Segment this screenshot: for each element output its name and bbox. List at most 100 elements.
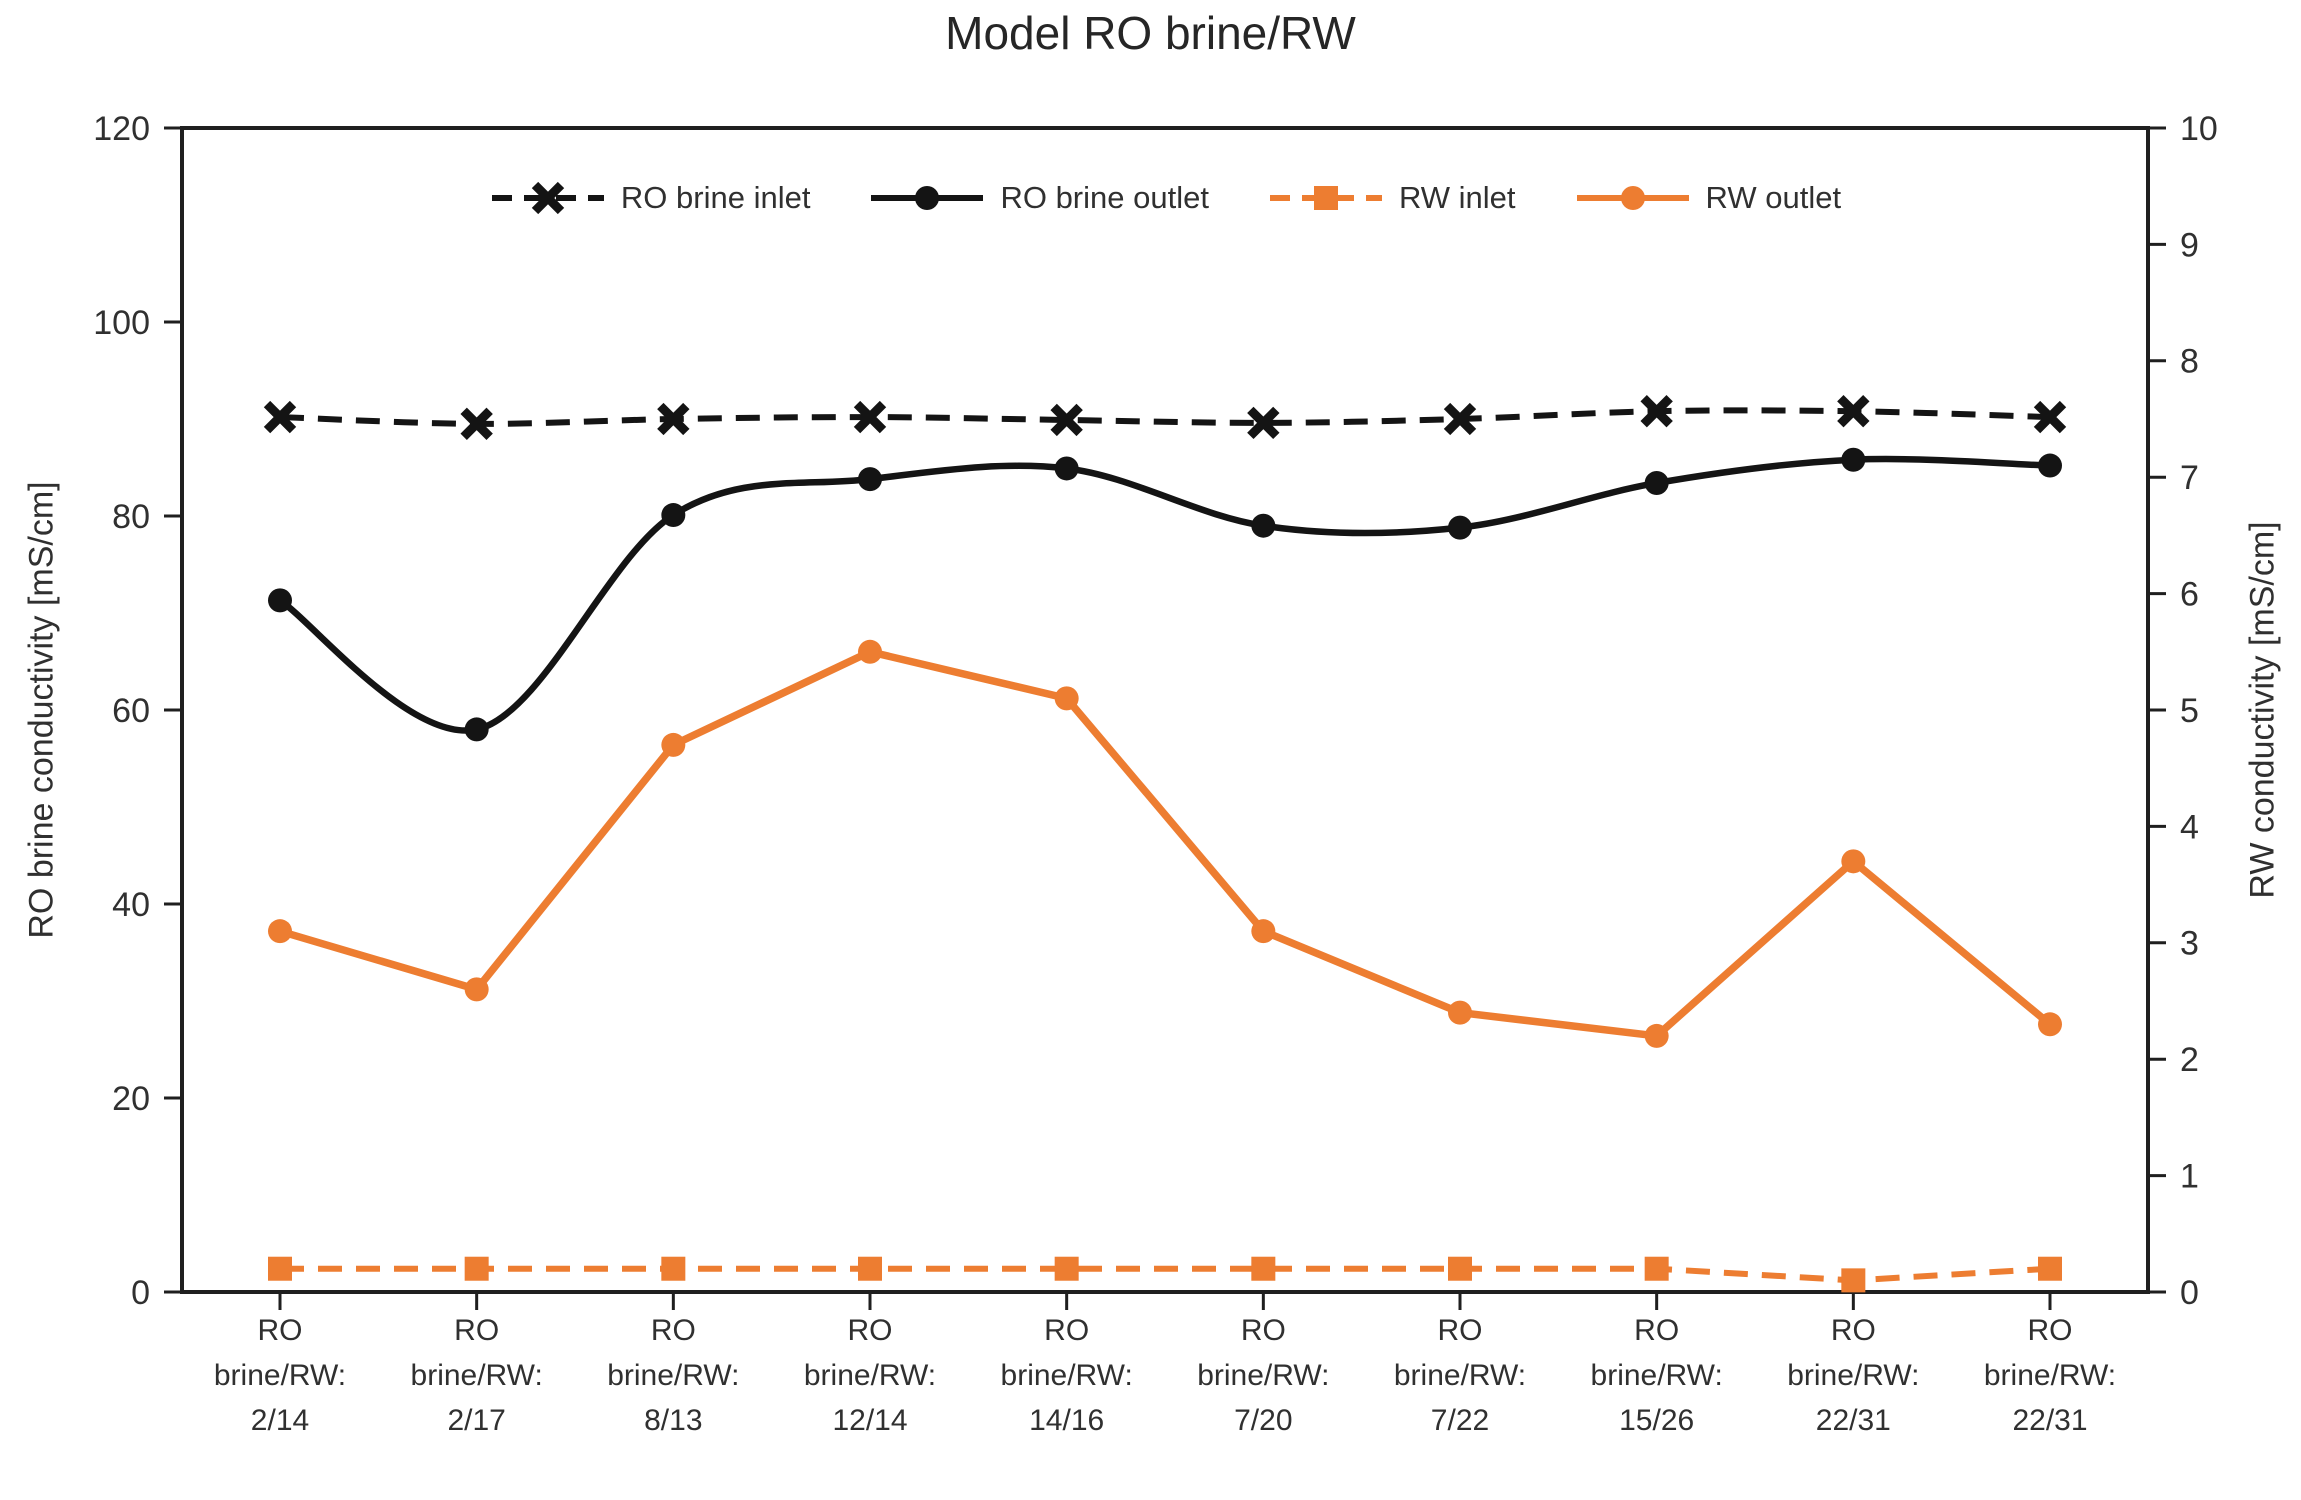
x-axis-label: RO brine/RW: 7/22 bbox=[1340, 1308, 1580, 1443]
legend-item-rw-outlet: RW outlet bbox=[1574, 180, 1842, 216]
x-axis-label-line: brine/RW: bbox=[1787, 1359, 1920, 1392]
x-axis-label-line: 2/14 bbox=[250, 1404, 310, 1437]
legend-sample-solid-line-icon bbox=[1576, 186, 1689, 210]
data-point-square bbox=[1251, 1256, 1276, 1281]
x-axis-label-line: RO bbox=[1437, 1314, 1483, 1347]
x-axis-label-line: brine/RW: bbox=[1590, 1359, 1723, 1392]
y-right-tick-label: 5 bbox=[2180, 692, 2199, 730]
x-axis-label: RO brine/RW: 7/20 bbox=[1143, 1308, 1383, 1443]
x-axis-label-line: brine/RW: bbox=[1000, 1359, 1133, 1392]
x-axis-label: RO brine/RW: 2/14 bbox=[160, 1308, 400, 1443]
data-point-square bbox=[1054, 1256, 1079, 1281]
series-line bbox=[279, 407, 2051, 427]
legend-sample-dashed-line-icon bbox=[491, 181, 604, 215]
legend-label: RO brine outlet bbox=[1000, 180, 1209, 215]
data-point-circle bbox=[1448, 515, 1472, 540]
data-point-square bbox=[1841, 1268, 1866, 1293]
x-axis-label-line: RO bbox=[2027, 1314, 2073, 1347]
left-axis-title: RO brine conductivity [mS/cm] bbox=[22, 481, 61, 939]
x-axis-label-line: 22/31 bbox=[2012, 1404, 2088, 1437]
x-axis-label-line: RO bbox=[1044, 1314, 1090, 1347]
data-point-x bbox=[2033, 400, 2067, 434]
plot-border bbox=[180, 126, 2150, 1294]
data-point-square bbox=[268, 1256, 292, 1281]
data-point-square bbox=[2038, 1256, 2062, 1281]
data-point-x bbox=[1640, 395, 1673, 428]
x-axis-label: RO brine/RW: 22/31 bbox=[1930, 1308, 2170, 1443]
x-axis-label: RO brine/RW: 15/26 bbox=[1537, 1308, 1777, 1443]
chart-title: Model RO brine/RW bbox=[945, 7, 1356, 59]
data-point-circle bbox=[464, 717, 489, 742]
y-left-tick-label: 80 bbox=[112, 498, 150, 536]
legend-label: RW inlet bbox=[1398, 180, 1516, 215]
x-axis-label-line: RO bbox=[1240, 1314, 1286, 1347]
data-point-x bbox=[1837, 395, 1870, 428]
legend-label: RO brine inlet bbox=[620, 180, 811, 215]
y-left-tick-label: 0 bbox=[131, 1274, 150, 1312]
data-point-circle bbox=[1644, 471, 1669, 496]
y-right-tick-label: 1 bbox=[2180, 1158, 2199, 1196]
data-point-circle bbox=[464, 977, 489, 1002]
data-point-circle bbox=[1841, 849, 1866, 874]
x-axis-label-line: RO bbox=[454, 1314, 500, 1347]
data-point-x bbox=[1247, 406, 1280, 440]
data-point-circle bbox=[268, 588, 292, 613]
data-point-x bbox=[853, 400, 887, 434]
y-right-tick-label: 6 bbox=[2180, 576, 2199, 614]
data-point-circle bbox=[915, 186, 940, 210]
y-right-tick-label: 7 bbox=[2180, 459, 2199, 497]
data-point-x bbox=[1443, 402, 1477, 436]
data-point-square bbox=[1313, 186, 1338, 210]
data-point-circle bbox=[268, 919, 292, 944]
x-axis-label-line: 12/14 bbox=[832, 1404, 908, 1437]
data-point-circle bbox=[661, 503, 686, 528]
x-axis-label-line: 7/20 bbox=[1234, 1404, 1293, 1437]
x-axis-label-line: RO bbox=[847, 1314, 893, 1347]
legend-item-ro-brine-outlet: RO brine outlet bbox=[868, 180, 1209, 216]
x-axis-label: RO brine/RW: 14/16 bbox=[947, 1308, 1187, 1443]
data-point-circle bbox=[661, 732, 686, 757]
x-axis-label-line: RO bbox=[650, 1314, 696, 1347]
y-right-tick-label: 3 bbox=[2180, 925, 2199, 963]
legend: RO brine inlet RO brine outlet RW inlet RW … bbox=[182, 172, 2148, 224]
y-right-tick-label: 4 bbox=[2180, 808, 2199, 846]
x-axis-label-line: 8/13 bbox=[644, 1404, 703, 1437]
y-right-tick-label: 0 bbox=[2180, 1274, 2199, 1312]
x-axis-label: RO brine/RW: 12/14 bbox=[750, 1308, 990, 1443]
x-axis-label-line: RO bbox=[1830, 1314, 1876, 1347]
series-line bbox=[278, 647, 2053, 1040]
legend-label: RW outlet bbox=[1705, 180, 1842, 215]
series-line bbox=[280, 1265, 2051, 1284]
y-right-tick-label: 9 bbox=[2180, 226, 2199, 264]
data-point-circle bbox=[858, 639, 882, 664]
series-rw-inlet bbox=[268, 1256, 2062, 1293]
y-left-tick-label: 100 bbox=[93, 304, 150, 342]
data-point-circle bbox=[1251, 919, 1276, 944]
legend-item-ro-brine-inlet: RO brine inlet bbox=[489, 180, 811, 216]
x-axis-label-line: brine/RW: bbox=[1983, 1359, 2117, 1392]
x-axis-labels: RO brine/RW: 2/14 RO brine/RW: 2/17 RO brine/RW… bbox=[0, 1308, 2301, 1468]
series-ro-brine-inlet bbox=[263, 395, 2067, 441]
y-right-tick-label: 2 bbox=[2180, 1041, 2199, 1079]
x-axis-label: RO brine/RW: 8/13 bbox=[553, 1308, 793, 1443]
y-right-tick-label: 10 bbox=[2180, 110, 2218, 148]
data-point-circle bbox=[1644, 1023, 1669, 1048]
data-point-circle bbox=[2038, 453, 2062, 478]
legend-sample-dashed-line-icon bbox=[1269, 186, 1382, 210]
data-point-square bbox=[1644, 1256, 1669, 1281]
x-axis-label-line: RO bbox=[257, 1314, 303, 1347]
data-point-circle bbox=[1054, 686, 1079, 711]
data-point-circle bbox=[1448, 1000, 1472, 1025]
data-point-square bbox=[464, 1256, 489, 1281]
x-axis-label-line: 22/31 bbox=[1815, 1404, 1891, 1437]
x-axis-label-line: 2/17 bbox=[447, 1404, 506, 1437]
series-line bbox=[278, 455, 2051, 734]
data-point-square bbox=[858, 1256, 882, 1281]
x-axis-label-line: brine/RW: bbox=[803, 1359, 937, 1392]
x-axis-label-line: 7/22 bbox=[1430, 1404, 1490, 1437]
y-right-tick-label: 8 bbox=[2180, 343, 2199, 381]
data-point-circle bbox=[1251, 513, 1276, 538]
data-point-circle bbox=[1620, 186, 1645, 210]
